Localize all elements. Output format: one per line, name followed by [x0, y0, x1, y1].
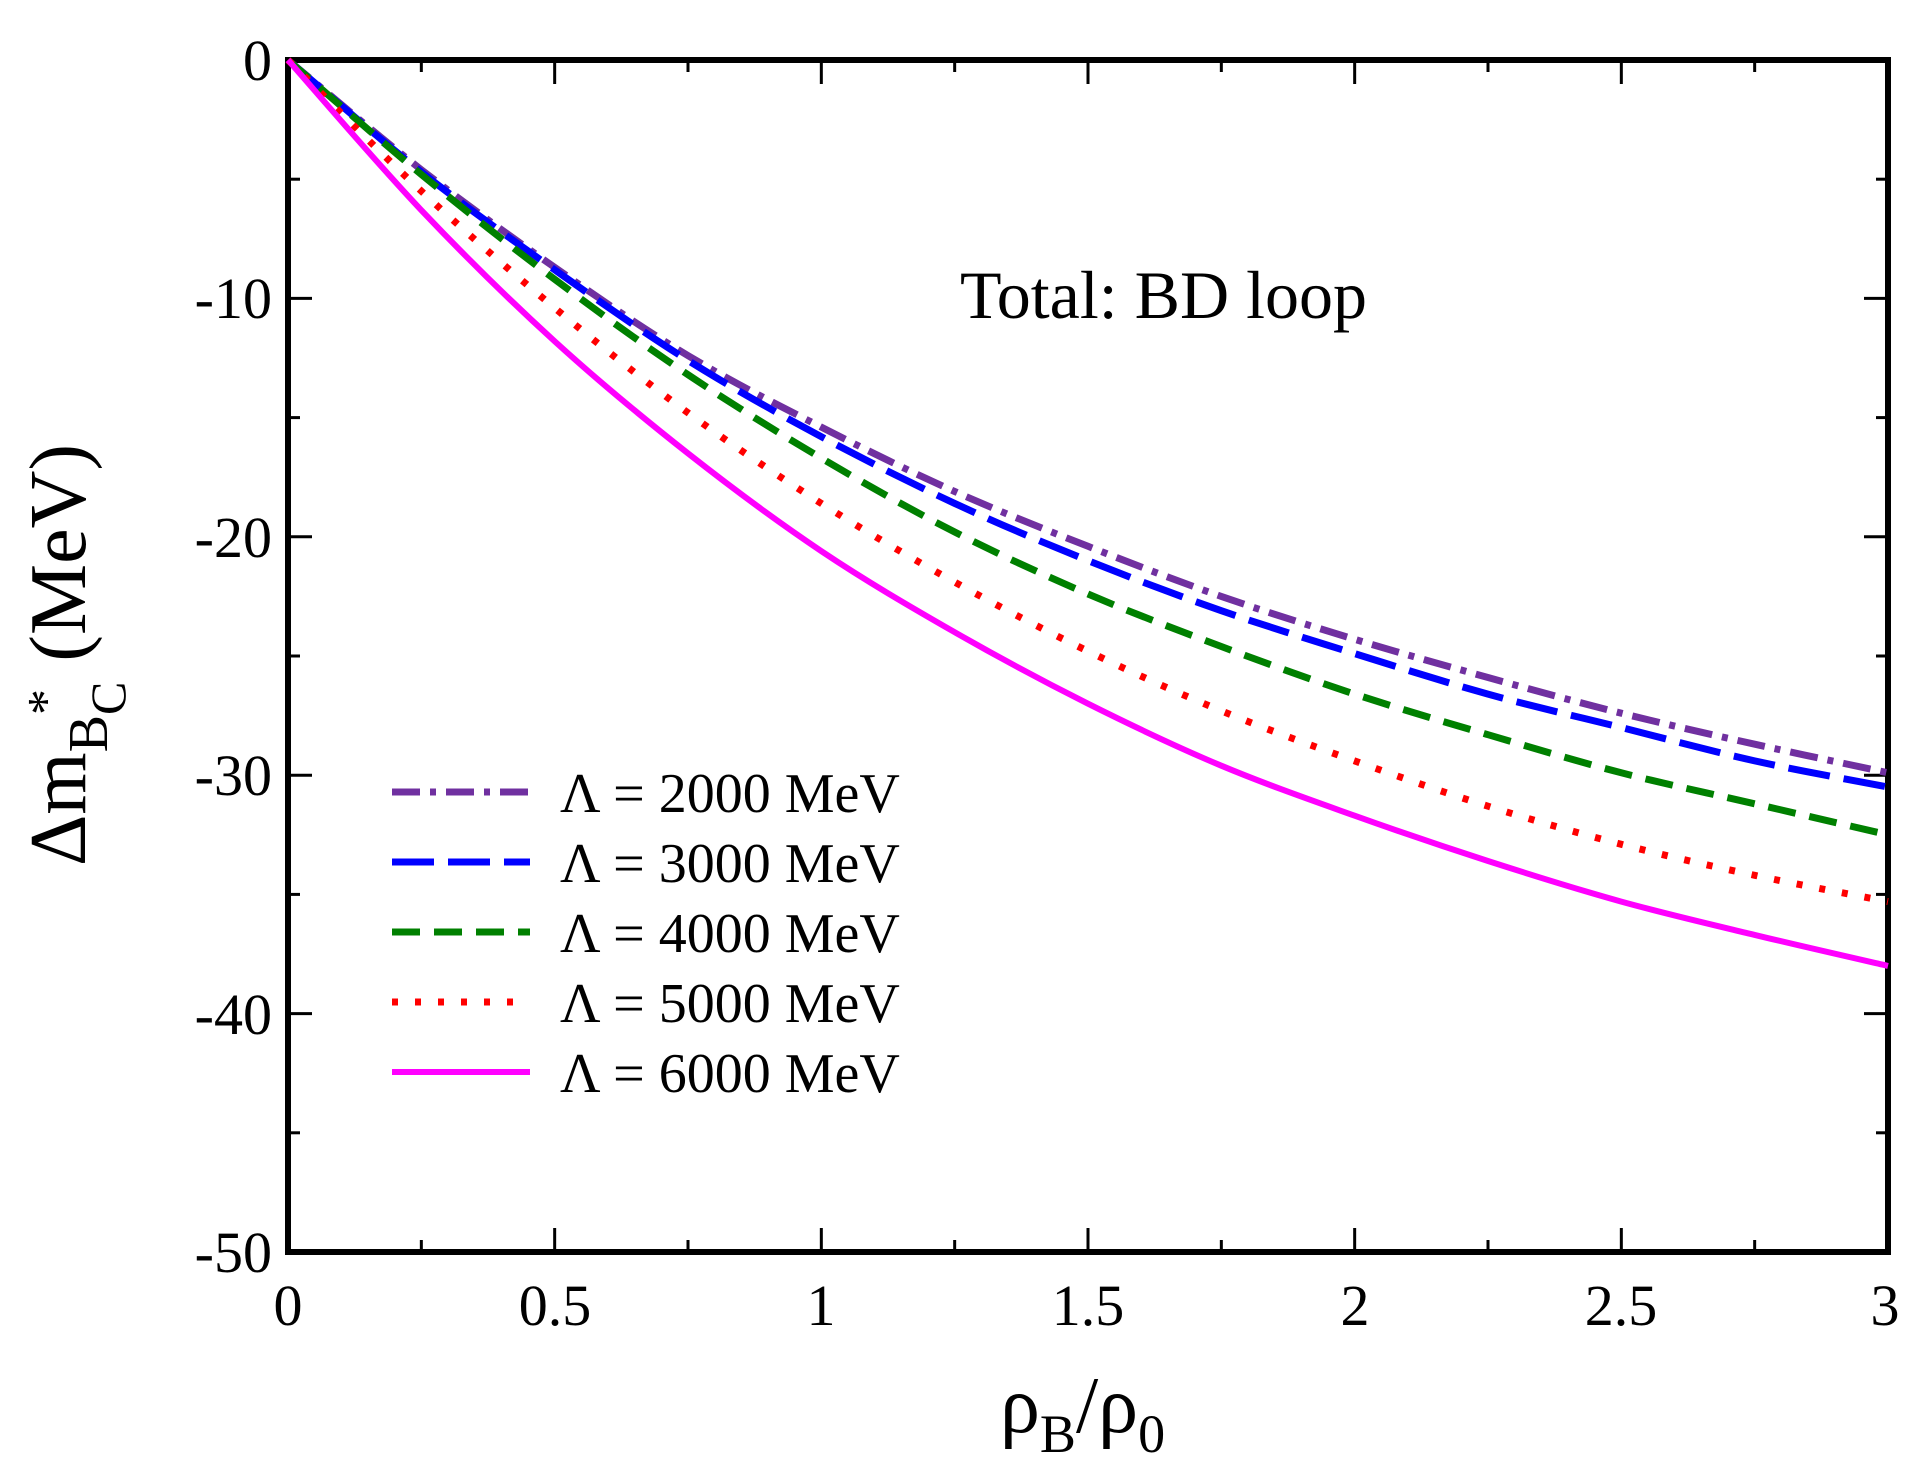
- x-tick-label: 1: [807, 1273, 836, 1338]
- x-tick-label: 0: [274, 1273, 303, 1338]
- tick-group: [286, 58, 1890, 1254]
- y-axis-title-delta-m: Δm: [15, 752, 103, 866]
- x-tick-label: 2.5: [1585, 1273, 1658, 1338]
- legend-label-2000: Λ = 2000 MeV: [560, 763, 900, 825]
- y-axis-title-units: (MeV): [15, 444, 103, 682]
- y-axis-title-sup-star: *: [18, 689, 75, 715]
- series-line-2: [285, 57, 1889, 839]
- y-axis-title: ΔmB* C (MeV): [15, 444, 136, 866]
- y-tick-labels: 0 -10 -20 -30 -40 -50: [195, 28, 272, 1285]
- chart-annotation: Total: BD loop: [960, 257, 1367, 333]
- x-axis-title-sep: /ρ: [1076, 1362, 1138, 1450]
- y-tick-label: 0: [243, 28, 272, 93]
- series-line-0: [285, 57, 1889, 777]
- legend: Λ = 2000 MeV Λ = 3000 MeV Λ = 4000 MeV Λ…: [392, 763, 900, 1105]
- series-line-4: [285, 58, 1889, 969]
- x-tick-label: 0.5: [519, 1273, 592, 1338]
- series-line-1: [285, 57, 1889, 791]
- y-axis-title-sub-b: B: [58, 715, 120, 752]
- x-tick-labels: 0 0.5 1 1.5 2 2.5 3: [274, 1273, 1900, 1338]
- x-tick-label: 1.5: [1052, 1273, 1125, 1338]
- x-axis-title-sub-0: 0: [1138, 1404, 1165, 1463]
- legend-label-3000: Λ = 3000 MeV: [560, 833, 900, 895]
- legend-label-4000: Λ = 4000 MeV: [560, 903, 900, 965]
- x-axis-title: ρB/ρ0: [1000, 1362, 1165, 1463]
- y-tick-label: -40: [195, 982, 272, 1047]
- y-tick-label: -10: [195, 266, 272, 331]
- y-axis-title-subsub-c: C: [80, 682, 136, 715]
- y-tick-label: -30: [195, 743, 272, 808]
- legend-label-6000: Λ = 6000 MeV: [560, 1043, 900, 1105]
- legend-label-5000: Λ = 5000 MeV: [560, 973, 900, 1035]
- series-line-3: [285, 57, 1889, 906]
- y-tick-label: -50: [195, 1220, 272, 1285]
- x-tick-label: 3: [1871, 1273, 1900, 1338]
- x-axis-title-rho: ρ: [1000, 1362, 1040, 1450]
- x-axis-title-sub-b: B: [1040, 1404, 1076, 1463]
- x-tick-label: 2: [1341, 1273, 1370, 1338]
- series-lines: [285, 57, 1889, 969]
- y-tick-label: -20: [195, 505, 272, 570]
